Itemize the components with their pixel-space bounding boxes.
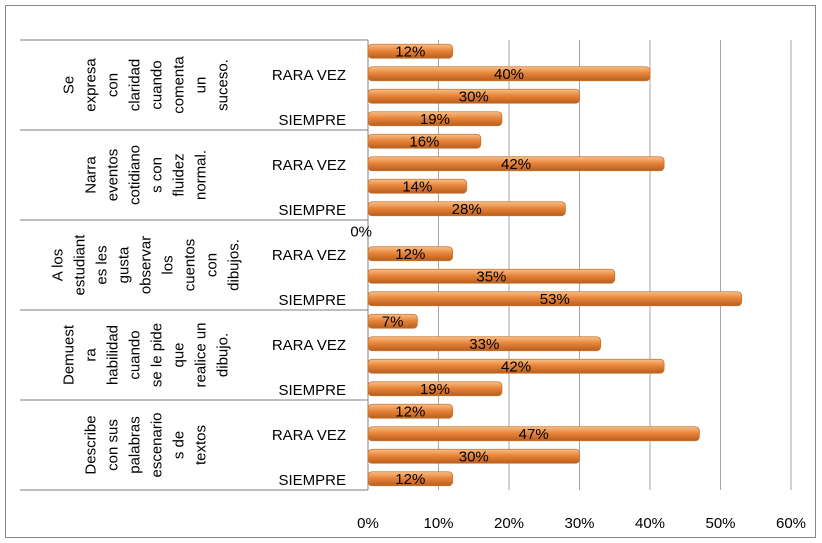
category-tick-label: RARA VEZ — [272, 247, 346, 264]
category-tick-label: SIEMPRE — [278, 292, 346, 309]
category-tick-label: RARA VEZ — [272, 427, 346, 444]
category-label-line: con — [105, 73, 122, 97]
category-label-line: realice un — [193, 322, 210, 387]
x-tick-label: 10% — [423, 515, 453, 532]
category-tick-label: RARA VEZ — [272, 337, 346, 354]
category-label-line: habilidad — [105, 325, 122, 385]
category-label-line: estudiant — [72, 234, 89, 296]
data-label: 40% — [494, 66, 524, 83]
bar — [367, 133, 482, 149]
category-label-line: dibujo. — [215, 333, 232, 377]
category-label-line: eventos — [105, 149, 122, 202]
category-label-line: que — [171, 342, 188, 367]
category-label-line: palabras — [127, 416, 144, 474]
data-label: 12% — [395, 471, 425, 488]
category-label-line: s con — [149, 157, 166, 193]
x-tick-label: 0% — [357, 515, 379, 532]
category-label-line: con — [204, 253, 221, 277]
data-label: 30% — [459, 448, 489, 465]
bar — [367, 291, 743, 307]
category-label-line: fluidez — [171, 153, 188, 196]
category-label-line: Describe — [83, 415, 100, 474]
category-label-line: cuando — [127, 330, 144, 379]
data-label: 42% — [501, 156, 531, 173]
data-label: 0% — [350, 223, 372, 240]
category-tick-label: RARA VEZ — [272, 157, 346, 174]
bar — [367, 246, 453, 262]
category-label-line: es les — [94, 245, 111, 284]
category-label-line: cuando — [149, 60, 166, 109]
category-tick-label: SIEMPRE — [278, 202, 346, 219]
category-label-line: A los — [50, 249, 67, 282]
category-label-line: cotidiano — [127, 145, 144, 205]
data-label: 14% — [402, 178, 432, 195]
category-label-line: cuentos — [182, 239, 199, 292]
data-label: 12% — [395, 43, 425, 60]
category-label-line: Narra — [83, 156, 100, 194]
bar — [367, 471, 453, 487]
category-label-line: con sus — [105, 419, 122, 471]
category-label-line: gusta — [116, 246, 133, 283]
bar — [367, 313, 418, 329]
x-tick-label: 30% — [564, 515, 594, 532]
x-tick-label: 40% — [635, 515, 665, 532]
data-label: 12% — [395, 403, 425, 420]
bar — [367, 111, 503, 127]
bar — [367, 268, 616, 284]
category-label-line: un — [193, 77, 210, 94]
data-label: 33% — [469, 336, 499, 353]
bar — [367, 201, 566, 217]
x-tick-label: 60% — [776, 515, 806, 532]
category-label-line: ra — [83, 348, 100, 362]
category-label-line: s de — [171, 431, 188, 459]
data-label: 16% — [409, 133, 439, 150]
x-tick-label: 20% — [494, 515, 524, 532]
bar — [367, 178, 468, 194]
bar — [367, 66, 651, 82]
data-label: 12% — [395, 246, 425, 263]
bar — [367, 88, 580, 104]
bar — [367, 156, 665, 172]
category-label-line: suceso. — [215, 59, 232, 111]
data-label: 42% — [501, 358, 531, 375]
bar — [367, 426, 700, 442]
x-tick-label: 50% — [705, 515, 735, 532]
category-label-line: escenario — [149, 412, 166, 477]
category-label-line: se le pide — [149, 323, 166, 387]
category-label-line: observar — [138, 236, 155, 294]
bar — [367, 448, 580, 464]
bar — [367, 358, 665, 374]
bar — [367, 381, 503, 397]
category-label-line: normal. — [193, 150, 210, 200]
category-label-line: claridad — [127, 59, 144, 112]
data-label: 19% — [420, 381, 450, 398]
bar — [367, 403, 453, 419]
category-label-line: comenta — [171, 56, 188, 114]
category-tick-label: RARA VEZ — [272, 67, 346, 84]
category-label-line: Se — [61, 76, 78, 94]
category-tick-label: SIEMPRE — [278, 112, 346, 129]
category-label-line: dibujos. — [226, 239, 243, 291]
data-label: 47% — [519, 426, 549, 443]
category-label-line: los — [160, 255, 177, 274]
category-tick-label: SIEMPRE — [278, 382, 346, 399]
category-label-line: expresa — [83, 58, 100, 112]
data-label: 30% — [459, 88, 489, 105]
category-tick-label: SIEMPRE — [278, 472, 346, 489]
data-label: 19% — [420, 111, 450, 128]
data-label: 53% — [540, 291, 570, 308]
data-label: 28% — [452, 201, 482, 218]
category-label-line: Demuest — [61, 324, 78, 385]
category-label-line: textos — [193, 425, 210, 465]
bar — [367, 336, 602, 352]
bar — [367, 43, 453, 59]
data-label: 35% — [476, 268, 506, 285]
data-label: 7% — [382, 313, 404, 330]
